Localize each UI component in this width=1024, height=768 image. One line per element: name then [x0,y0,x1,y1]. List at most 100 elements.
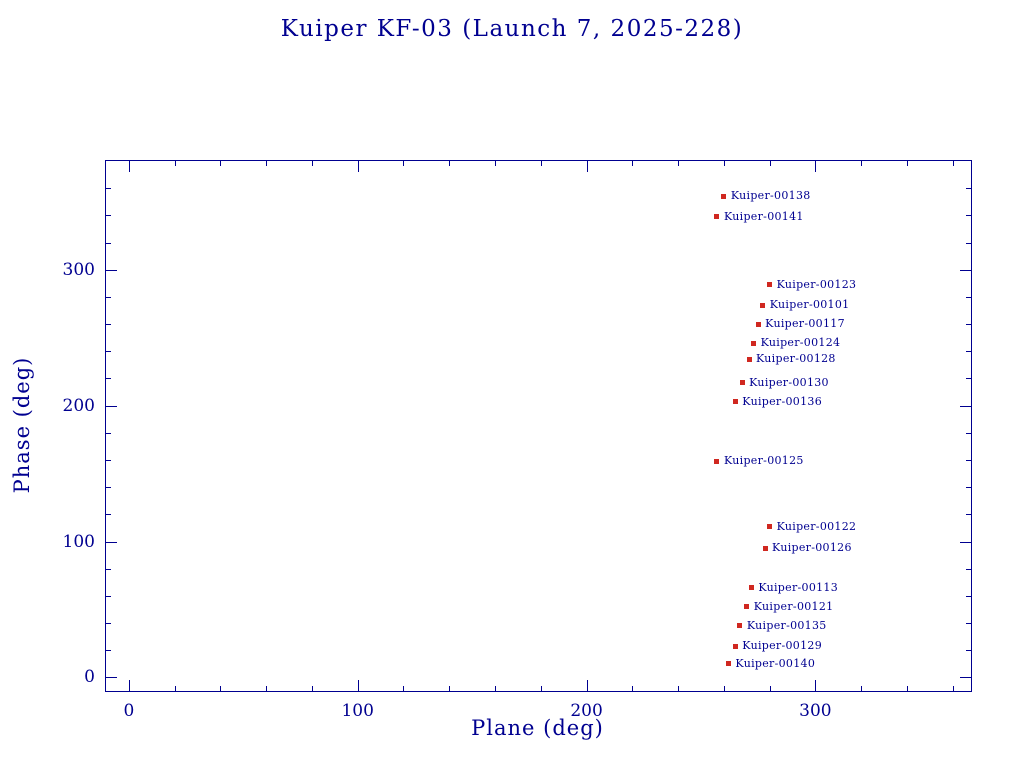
x-tick-label: 300 [799,701,832,721]
axis-tick [861,686,863,691]
axis-tick [966,514,971,516]
data-point-label: Kuiper-00126 [772,541,852,555]
axis-tick [449,686,451,691]
axis-tick [586,161,588,172]
x-tick-label: 100 [341,701,374,721]
data-point-label: Kuiper-00135 [746,618,827,632]
data-point-marker [714,214,720,220]
axis-tick [495,686,497,691]
axis-tick [106,677,117,679]
axis-tick [357,161,359,172]
axis-tick [815,161,817,172]
axis-tick [311,686,313,691]
data-point-label: Kuiper-00122 [776,519,857,533]
axis-tick [723,161,725,166]
axis-tick [815,680,817,691]
data-point-marker [762,545,768,551]
data-point-marker [732,399,738,405]
axis-tick [540,161,542,166]
axis-tick [966,351,971,353]
axis-tick [966,623,971,625]
axis-tick [311,161,313,166]
y-tick-label: 200 [62,395,95,416]
axis-tick [128,680,130,691]
axis-tick [106,459,111,461]
axis-tick [128,161,130,172]
data-point-marker [755,321,761,327]
data-point-label: Kuiper-00117 [765,316,845,330]
axis-tick [966,595,971,597]
x-tick-label: 0 [123,701,135,721]
axis-tick [266,161,268,166]
data-point-marker [746,356,752,362]
axis-tick [106,296,111,298]
axis-tick [106,650,111,652]
axis-tick [106,541,117,543]
axis-tick [966,378,971,380]
plot-area: 0 100 200 300 0 100 200 300 Kuiper-00138 Kuiper-0… [63,160,972,721]
axis-tick [966,188,971,190]
axis-tick [966,487,971,489]
axis-tick [678,161,680,166]
data-point-label: Kuiper-00123 [776,277,857,291]
axis-tick [106,432,111,434]
axis-tick [403,161,405,166]
data-point-marker [744,604,750,610]
y-tick-label: 300 [62,259,95,280]
axis-tick [106,215,111,217]
axis-tick [966,242,971,244]
axis-tick [106,514,111,516]
data-point-marker [732,643,738,649]
axis-tick [966,568,971,570]
data-point-marker [760,302,766,308]
data-point-label: Kuiper-00121 [753,599,834,613]
axis-tick [540,686,542,691]
data-point-label: Kuiper-00136 [742,394,822,408]
axis-tick [906,161,908,166]
data-point-marker [739,380,745,385]
axis-tick [174,161,176,166]
data-point-label: Kuiper-00125 [723,454,804,468]
data-point-label: Kuiper-00101 [769,297,850,311]
axis-tick [632,161,634,166]
axis-tick [769,686,771,691]
axis-tick [106,568,111,570]
axis-tick [106,324,111,326]
data-point-label: Kuiper-00140 [735,656,816,670]
data-point-marker [737,623,743,629]
axis-tick [586,680,588,691]
axis-tick [960,541,971,543]
x-axis-label: Plane (deg) [471,716,604,740]
axis-tick [906,686,908,691]
axis-tick [106,269,117,271]
data-point-marker [725,661,731,667]
axis-tick [174,686,176,691]
axis-tick [966,432,971,434]
data-point-label: Kuiper-00129 [742,638,822,652]
axis-tick [723,686,725,691]
axis-tick [106,487,111,489]
axis-tick [952,686,954,691]
y-axis-label: Phase (deg) [10,356,34,494]
axis-tick [966,324,971,326]
axis-tick [966,650,971,652]
axis-tick [966,459,971,461]
axis-tick [495,161,497,166]
data-point-label: Kuiper-00128 [756,352,836,366]
axis-tick [966,215,971,217]
axis-tick [960,269,971,271]
axis-tick [106,623,111,625]
axis-tick [861,161,863,166]
axis-tick [106,188,111,190]
axis-tick [952,161,954,166]
axis-tick [678,686,680,691]
data-point-label: Kuiper-00130 [749,375,829,389]
chart-title: Kuiper KF-03 (Launch 7, 2025-228) [280,16,744,42]
axis-tick [632,686,634,691]
data-point-label: Kuiper-00138 [730,189,811,203]
axis-tick [220,686,222,691]
data-point-marker [767,282,773,288]
data-point-marker [767,524,773,530]
axis-tick [769,161,771,166]
